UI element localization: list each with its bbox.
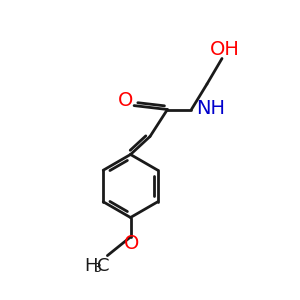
Text: O: O [117,91,133,110]
Text: 3: 3 [93,262,101,275]
Text: NH: NH [196,98,225,118]
Text: OH: OH [209,40,239,59]
Text: H: H [84,257,98,275]
Text: C: C [97,257,110,275]
Text: O: O [124,234,140,253]
